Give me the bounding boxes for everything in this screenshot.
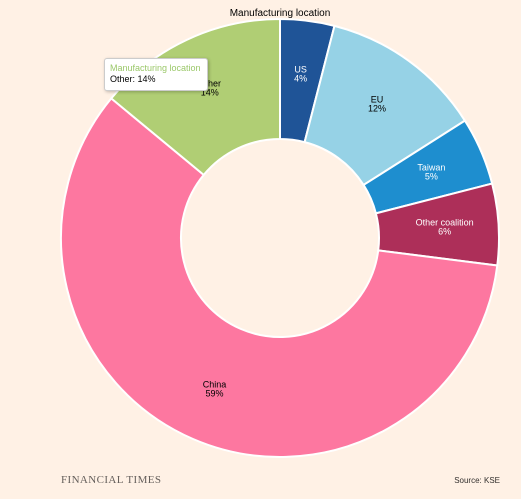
slice-value-eu: 12% — [368, 104, 386, 114]
slice-value-other-coalition: 6% — [438, 227, 451, 237]
slice-value-china: 59% — [205, 388, 223, 398]
tooltip-text: Other: 14% — [110, 74, 156, 84]
slice-label-taiwan: Taiwan — [417, 162, 445, 172]
slice-label-other-coalition: Other coalition — [416, 218, 474, 228]
slice-value-other: 14% — [201, 88, 219, 98]
slice-label-us: US — [294, 64, 307, 74]
chart-title: Manufacturing location — [229, 8, 331, 19]
slice-label-other: Other — [198, 79, 221, 89]
source-note: Source: KSE — [454, 476, 500, 485]
tooltip-title: Manufacturing location — [110, 63, 201, 73]
slice-label-china: China — [203, 379, 227, 389]
slice-value-us: 4% — [294, 73, 307, 83]
slice-value-taiwan: 5% — [425, 171, 438, 181]
slice-label-eu: EU — [371, 95, 384, 105]
tooltip: Manufacturing location Other: 14% — [104, 58, 208, 91]
slice-china[interactable] — [60, 97, 499, 458]
brand-logo: FINANCIAL TIMES — [61, 474, 162, 486]
